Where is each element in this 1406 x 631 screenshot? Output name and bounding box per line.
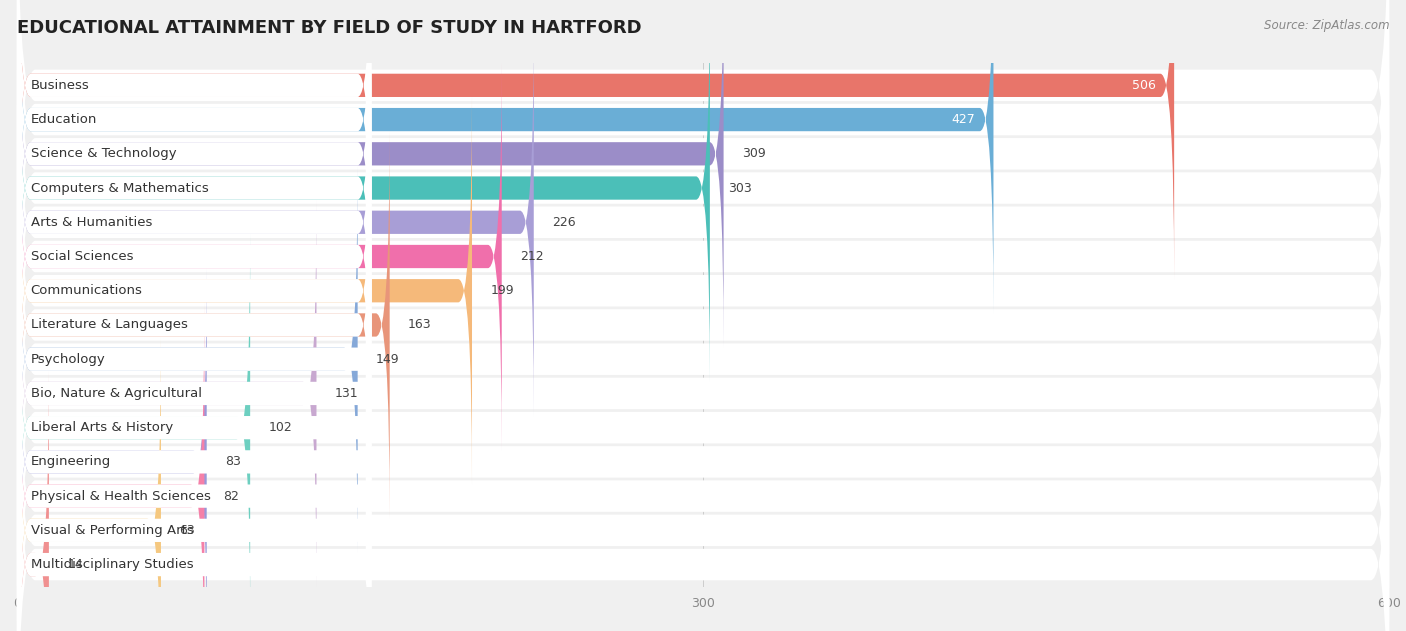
Text: Education: Education [31, 113, 97, 126]
Text: Literature & Languages: Literature & Languages [31, 319, 187, 331]
FancyBboxPatch shape [17, 371, 49, 631]
Text: Engineering: Engineering [31, 456, 111, 468]
FancyBboxPatch shape [17, 0, 1389, 378]
FancyBboxPatch shape [17, 135, 1389, 631]
Text: Psychology: Psychology [31, 353, 105, 366]
Text: Business: Business [31, 79, 90, 92]
Text: 303: 303 [728, 182, 752, 194]
FancyBboxPatch shape [17, 0, 710, 382]
Text: 163: 163 [408, 319, 432, 331]
FancyBboxPatch shape [17, 0, 724, 348]
FancyBboxPatch shape [17, 0, 994, 314]
Text: Physical & Health Sciences: Physical & Health Sciences [31, 490, 211, 503]
FancyBboxPatch shape [17, 234, 250, 622]
Text: Computers & Mathematics: Computers & Mathematics [31, 182, 208, 194]
FancyBboxPatch shape [17, 268, 371, 631]
FancyBboxPatch shape [17, 97, 371, 485]
FancyBboxPatch shape [17, 234, 371, 622]
FancyBboxPatch shape [17, 97, 472, 485]
Text: 83: 83 [225, 456, 240, 468]
Text: 14: 14 [67, 558, 83, 571]
FancyBboxPatch shape [17, 336, 160, 631]
FancyBboxPatch shape [17, 0, 371, 279]
FancyBboxPatch shape [17, 199, 371, 587]
FancyBboxPatch shape [17, 0, 371, 382]
Text: Bio, Nature & Agricultural: Bio, Nature & Agricultural [31, 387, 201, 400]
FancyBboxPatch shape [17, 67, 1389, 583]
FancyBboxPatch shape [17, 336, 371, 631]
FancyBboxPatch shape [17, 0, 1389, 446]
FancyBboxPatch shape [17, 0, 1174, 279]
FancyBboxPatch shape [17, 272, 1389, 631]
FancyBboxPatch shape [17, 307, 1389, 631]
FancyBboxPatch shape [17, 371, 371, 631]
Text: Multidisciplinary Studies: Multidisciplinary Studies [31, 558, 193, 571]
FancyBboxPatch shape [17, 62, 371, 451]
Text: 226: 226 [553, 216, 575, 229]
FancyBboxPatch shape [17, 204, 1389, 631]
FancyBboxPatch shape [17, 28, 371, 416]
FancyBboxPatch shape [17, 165, 371, 553]
Text: Liberal Arts & History: Liberal Arts & History [31, 421, 173, 434]
Text: 131: 131 [335, 387, 359, 400]
FancyBboxPatch shape [17, 302, 371, 631]
Text: 427: 427 [952, 113, 976, 126]
FancyBboxPatch shape [17, 199, 316, 587]
FancyBboxPatch shape [17, 238, 1389, 631]
FancyBboxPatch shape [17, 33, 1389, 549]
Text: Arts & Humanities: Arts & Humanities [31, 216, 152, 229]
Text: 63: 63 [179, 524, 195, 537]
FancyBboxPatch shape [17, 0, 371, 314]
Text: 309: 309 [742, 147, 766, 160]
Text: 149: 149 [375, 353, 399, 366]
FancyBboxPatch shape [17, 101, 1389, 617]
FancyBboxPatch shape [17, 131, 389, 519]
FancyBboxPatch shape [17, 268, 207, 631]
FancyBboxPatch shape [17, 0, 1389, 343]
Text: Science & Technology: Science & Technology [31, 147, 176, 160]
Text: EDUCATIONAL ATTAINMENT BY FIELD OF STUDY IN HARTFORD: EDUCATIONAL ATTAINMENT BY FIELD OF STUDY… [17, 19, 641, 37]
FancyBboxPatch shape [17, 131, 371, 519]
FancyBboxPatch shape [17, 0, 1389, 480]
Text: Social Sciences: Social Sciences [31, 250, 134, 263]
FancyBboxPatch shape [17, 62, 502, 451]
FancyBboxPatch shape [17, 0, 1389, 515]
FancyBboxPatch shape [17, 302, 204, 631]
FancyBboxPatch shape [17, 165, 357, 553]
FancyBboxPatch shape [17, 28, 534, 416]
Text: Visual & Performing Arts: Visual & Performing Arts [31, 524, 194, 537]
FancyBboxPatch shape [17, 0, 371, 348]
Text: 506: 506 [1132, 79, 1156, 92]
FancyBboxPatch shape [17, 170, 1389, 631]
FancyBboxPatch shape [17, 0, 1389, 412]
Text: 102: 102 [269, 421, 292, 434]
Text: Source: ZipAtlas.com: Source: ZipAtlas.com [1264, 19, 1389, 32]
Text: 212: 212 [520, 250, 544, 263]
Text: Communications: Communications [31, 284, 142, 297]
Text: 82: 82 [222, 490, 239, 503]
Text: 199: 199 [491, 284, 515, 297]
